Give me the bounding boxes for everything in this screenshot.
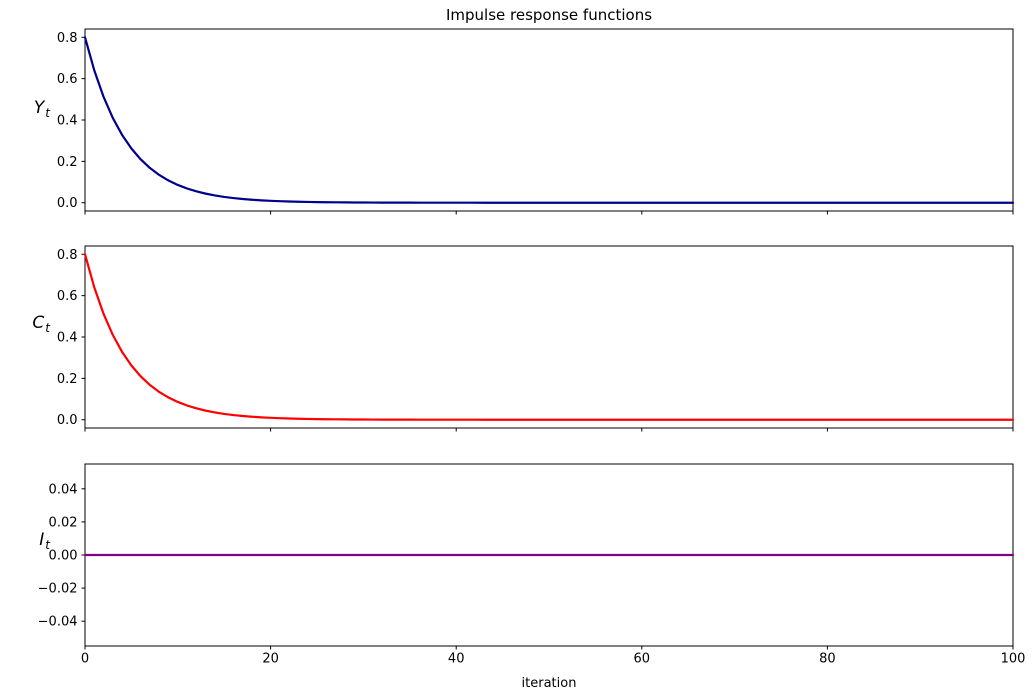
y-tick-label: 0.8 [57,248,78,263]
ylabel-Yt: Yt [0,97,50,124]
subplot-It: −0.04 −0.02 0.00 0.02 0.04 0 20 40 60 80 100 [38,463,1026,667]
y-tick-label: 0.4 [57,331,78,346]
ylabel-Yt-base: Y [33,98,45,118]
y-tick-label: 0.00 [49,549,78,564]
ylabel-Yt-subscript: t [45,106,50,120]
ylabel-Ct-subscript: t [45,321,50,335]
y-tick-label: −0.04 [38,615,78,630]
ylabel-It-subscript: t [45,538,50,552]
x-tick-label: 80 [819,652,836,667]
y-tick-label: 0.0 [57,196,78,211]
y-tick-label: 0.4 [57,114,78,129]
ylabel-Ct-base: C [32,313,45,333]
x-tick-label: 100 [1001,652,1026,667]
series-line-Ct [83,253,1015,421]
figure-title: Impulse response functions [445,6,653,24]
x-tick-label: 60 [634,652,651,667]
y-tick-label: 0.6 [57,289,78,304]
y-tick-label: 0.02 [49,515,78,530]
x-tick-label: 40 [448,652,465,667]
y-tick-label: 0.6 [57,72,78,87]
y-tick-label: 0.04 [49,482,78,497]
x-tick-label: 20 [262,652,279,667]
ylabel-It: It [0,529,50,556]
axes-frame [84,28,1014,212]
y-tick-label: 0.0 [57,413,78,428]
y-tick-label: 0.8 [57,31,78,46]
xlabel-iteration: iteration [521,676,577,691]
y-tick-label: 0.2 [57,155,78,170]
y-tick-label: 0.2 [57,372,78,387]
subplot-Ct: 0.0 0.2 0.4 0.6 0.8 [57,245,1015,432]
ylabel-It-base: I [39,530,45,550]
x-tick-label: 0 [81,652,89,667]
ylabel-Ct: Ct [0,312,50,339]
subplot-Yt: 0.0 0.2 0.4 0.6 0.8 [57,28,1015,215]
y-tick-label: −0.02 [38,582,78,597]
series-line-Yt [83,36,1015,204]
axes-frame [84,245,1014,429]
